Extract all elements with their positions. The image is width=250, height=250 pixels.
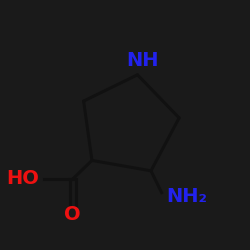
Text: O: O — [64, 205, 81, 224]
Text: HO: HO — [6, 170, 39, 188]
Text: NH₂: NH₂ — [166, 188, 207, 206]
Text: NH: NH — [126, 51, 158, 70]
